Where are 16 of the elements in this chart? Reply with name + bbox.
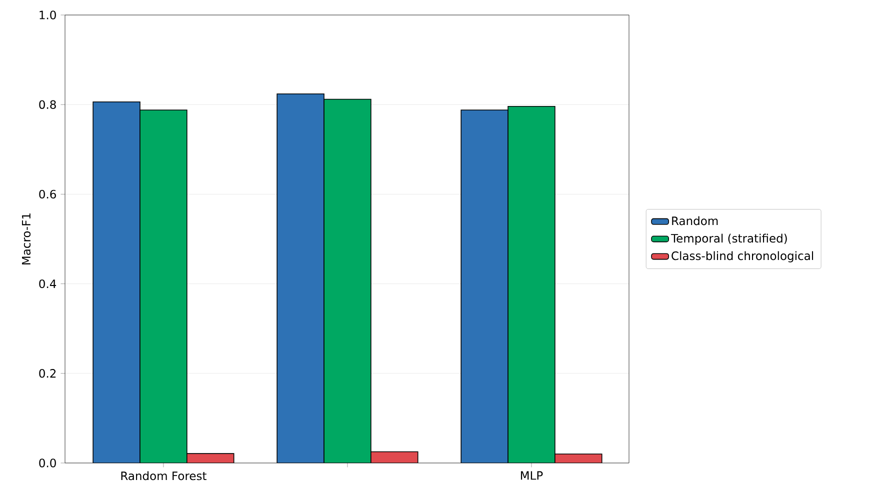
bar bbox=[140, 110, 188, 463]
y-tick-label: 0.6 bbox=[39, 190, 56, 199]
x-tick-label: Random Forest bbox=[121, 471, 206, 480]
y-tick-label: 0.2 bbox=[39, 369, 56, 378]
bar bbox=[324, 98, 372, 463]
bar bbox=[508, 106, 556, 463]
bar bbox=[370, 452, 418, 463]
legend-label: Class-blind chronological bbox=[672, 251, 814, 262]
y-tick-label: 1.0 bbox=[40, 10, 56, 20]
legend-label: Random bbox=[672, 216, 718, 226]
x-tick-label: MLP bbox=[520, 471, 543, 480]
y-tick-label: 0.0 bbox=[39, 458, 56, 468]
legend-label: Temporal (stratified) bbox=[670, 234, 787, 245]
y-tick-label: 0.4 bbox=[39, 279, 56, 288]
y-tick-label: 0.8 bbox=[39, 100, 56, 109]
y-axis-title: Macro-F1 bbox=[22, 214, 31, 264]
